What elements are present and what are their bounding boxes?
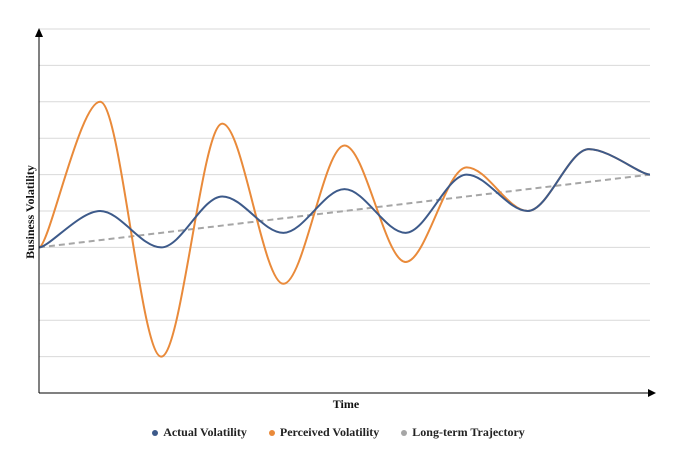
legend-marker-icon — [401, 429, 408, 436]
legend-label: Long-term Trajectory — [412, 425, 525, 439]
legend: Actual Volatility Perceived Volatility L… — [0, 425, 677, 440]
axes — [35, 28, 656, 397]
legend-item-trajectory[interactable]: Long-term Trajectory — [401, 425, 525, 440]
legend-marker-icon — [152, 429, 159, 436]
series-lines — [38, 100, 651, 358]
legend-marker-icon — [268, 429, 275, 436]
legend-label: Perceived Volatility — [279, 425, 380, 439]
series-line-actual-volatility — [38, 148, 651, 249]
legend-item-perceived[interactable]: Perceived Volatility — [268, 425, 380, 440]
y-axis-arrow-icon — [35, 28, 43, 37]
y-axis-title: Business Volatility — [23, 165, 37, 259]
series-line-long-term-trajectory — [38, 173, 651, 249]
legend-item-actual[interactable]: Actual Volatility — [152, 425, 247, 440]
legend-label: Actual Volatility — [163, 425, 247, 439]
gridlines — [39, 28, 650, 358]
x-axis-title: Time — [333, 397, 360, 411]
x-axis-arrow-icon — [648, 389, 656, 397]
